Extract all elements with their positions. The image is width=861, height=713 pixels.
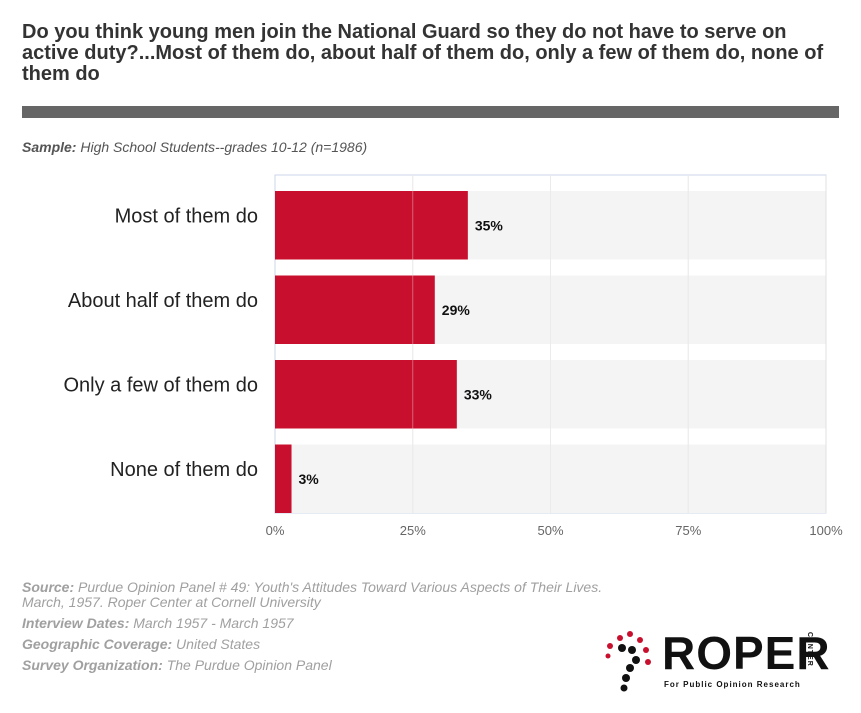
sample-value: High School Students--grades 10-12 (n=19… — [80, 139, 368, 155]
data-label: 33% — [464, 386, 493, 402]
x-tick-label: 0% — [266, 523, 285, 538]
source-line: Source: Purdue Opinion Panel # 49: Youth… — [22, 580, 622, 610]
survey-organization-value: The Purdue Opinion Panel — [166, 657, 332, 673]
logo-tagline: For Public Opinion Research — [664, 680, 801, 689]
sample-description: Sample: High School Students--grades 10-… — [22, 139, 367, 155]
interview-dates-label: Interview Dates: — [22, 615, 130, 631]
survey-organization-line: Survey Organization: The Purdue Opinion … — [22, 658, 622, 673]
x-tick-label: 25% — [400, 523, 426, 538]
logo-wordmark: ROPER — [662, 627, 831, 679]
bar — [275, 191, 468, 260]
geographic-coverage-value: United States — [176, 636, 261, 652]
chart-metadata: Source: Purdue Opinion Panel # 49: Youth… — [22, 580, 622, 679]
sample-label: Sample: — [22, 139, 77, 155]
data-label: 35% — [475, 217, 504, 233]
bar — [275, 444, 292, 513]
category-label: Only a few of them do — [63, 374, 258, 396]
title-divider — [22, 106, 839, 118]
bar-chart: Most of them do 35% About half of them do 2… — [63, 174, 843, 538]
source-value: Purdue Opinion Panel # 49: Youth's Attit… — [22, 579, 603, 610]
bar — [275, 275, 435, 344]
bar — [275, 360, 457, 429]
x-tick-label: 75% — [675, 523, 701, 538]
category-label: None of them do — [110, 459, 258, 481]
chart-title: Do you think young men join the National… — [22, 21, 824, 85]
roper-logo-mark-icon — [605, 631, 651, 692]
geographic-coverage-label: Geographic Coverage: — [22, 636, 173, 652]
interview-dates-line: Interview Dates: March 1957 - March 1957 — [22, 616, 622, 631]
survey-organization-label: Survey Organization: — [22, 657, 163, 673]
x-tick-label: 100% — [809, 523, 843, 538]
category-label: Most of them do — [115, 205, 258, 227]
category-label: About half of them do — [68, 290, 258, 312]
roper-center-logo: ROPER CENTER For Public Opinion Research — [600, 628, 830, 692]
geographic-coverage-line: Geographic Coverage: United States — [22, 637, 622, 652]
data-label: 3% — [299, 471, 320, 487]
source-label: Source: — [22, 579, 75, 595]
logo-side-text: CENTER — [806, 632, 813, 667]
data-label: 29% — [442, 302, 471, 318]
interview-dates-value: March 1957 - March 1957 — [133, 615, 294, 631]
x-tick-label: 50% — [537, 523, 563, 538]
